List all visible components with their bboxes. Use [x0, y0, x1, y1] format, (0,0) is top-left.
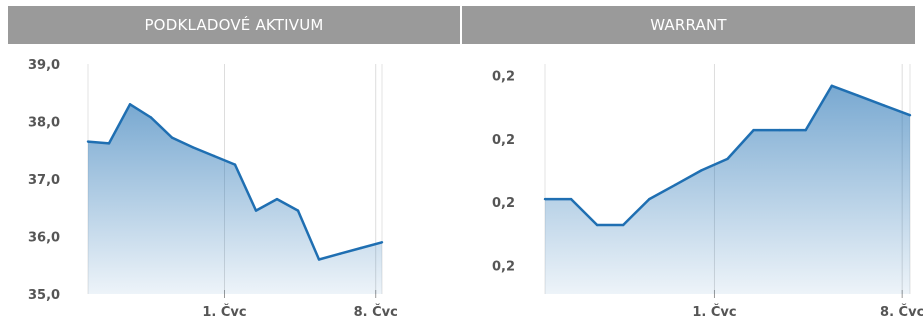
chart-title: WARRANT	[462, 6, 915, 44]
data-point	[170, 136, 174, 139]
data-point	[778, 128, 781, 132]
data-point	[254, 209, 258, 212]
series-area	[88, 104, 382, 294]
data-point	[569, 197, 573, 201]
series-area	[545, 85, 910, 294]
data-point	[128, 103, 132, 106]
data-point	[191, 146, 195, 149]
data-point	[359, 246, 363, 250]
data-point	[149, 116, 153, 119]
y-tick-label: 35,0	[28, 288, 60, 303]
data-point	[882, 104, 886, 107]
data-point	[296, 209, 300, 212]
data-point	[595, 223, 599, 227]
data-point	[752, 128, 755, 132]
warrant-chart: 0,2 0,2 0,2 0,2 1. Čvc 8. Čvc	[492, 64, 923, 320]
data-point	[726, 157, 729, 161]
x-tick-label: 1. Čvc	[202, 304, 246, 320]
y-tick-label: 0,2	[492, 259, 515, 274]
x-tick-label: 8. Čvc	[354, 304, 398, 320]
data-point	[233, 163, 237, 166]
data-point	[86, 140, 90, 143]
warrant-chart-panel: WARRANT 0,2 0,2 0,2 0,2 1. Čvc 8. Čvc	[462, 0, 923, 324]
data-point	[856, 94, 860, 97]
data-point	[908, 114, 912, 117]
data-point	[380, 241, 384, 244]
underlying-asset-chart: 39,0 38,0 37,0 36,0 35,0 1. Čvc 8. Čvc	[28, 58, 398, 320]
y-tick-label: 38,0	[28, 116, 60, 131]
chart-title: PODKLADOVÉ AKTIVUM	[8, 6, 460, 44]
x-tick-label: 8. Čvc	[880, 304, 923, 320]
y-tick-label: 37,0	[28, 173, 60, 188]
data-point	[804, 128, 807, 132]
y-tick-label: 36,0	[28, 231, 60, 246]
x-tick-label: 1. Čvc	[692, 304, 736, 320]
data-point	[275, 197, 279, 201]
y-tick-label: 0,2	[492, 196, 515, 211]
data-point	[338, 252, 342, 255]
data-point	[212, 154, 216, 158]
data-point	[700, 169, 703, 172]
underlying-asset-chart-panel: PODKLADOVÉ AKTIVUM 39,0 38,0 37,0 36,0 35,0 1…	[0, 0, 460, 324]
y-tick-label: 0,2	[492, 133, 515, 148]
data-point	[622, 223, 625, 227]
y-tick-label: 0,2	[492, 70, 515, 85]
data-point	[648, 197, 651, 201]
data-point	[674, 183, 677, 186]
data-point	[107, 142, 111, 145]
data-point	[830, 84, 833, 88]
data-point	[543, 197, 547, 201]
data-point	[317, 258, 321, 261]
y-tick-label: 39,0	[28, 58, 60, 73]
